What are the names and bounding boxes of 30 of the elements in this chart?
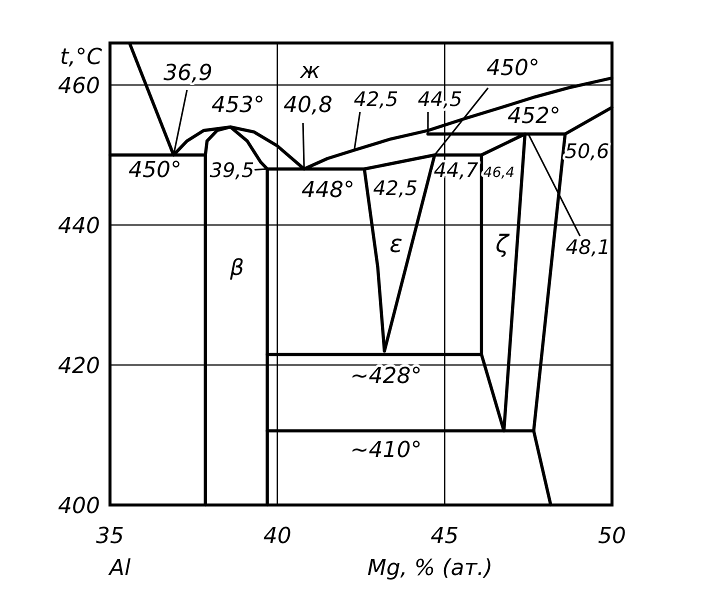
annotation: ~428° xyxy=(350,364,422,389)
annotation: 448° xyxy=(302,178,354,203)
y-tick-label: 420 xyxy=(58,354,100,379)
annotation: 36,9 xyxy=(164,61,212,86)
annotation: ζ xyxy=(494,230,510,258)
annotation: 50,6 xyxy=(564,139,610,163)
x-axis-title: Mg, % (ат.) xyxy=(367,556,493,581)
annotation: 42,5 xyxy=(373,176,418,200)
text: Al xyxy=(107,556,131,581)
x-tick-label: 40 xyxy=(263,524,292,549)
annotation: 48,1 xyxy=(566,235,610,259)
y-tick-label: 460 xyxy=(58,74,100,99)
annotation: 39,5 xyxy=(210,158,254,182)
annotation: β xyxy=(228,256,244,281)
y-axis-title: t,°C xyxy=(60,45,103,70)
annotation: ~410° xyxy=(350,438,422,463)
y-tick-label: 400 xyxy=(58,494,100,519)
annotation: ε xyxy=(390,230,403,258)
annotation: 453° xyxy=(212,93,264,118)
annotation: 40,8 xyxy=(284,93,332,118)
annotation: 452° xyxy=(508,104,560,129)
x-tick-label: 35 xyxy=(96,524,124,549)
annotation: 42,5 xyxy=(354,87,398,111)
annotation: 450° xyxy=(128,158,182,183)
x-tick-label: 50 xyxy=(598,524,626,549)
y-tick-label: 440 xyxy=(58,214,100,239)
annotation: 46,4 xyxy=(483,165,515,181)
annotation: 450° xyxy=(486,56,540,81)
x-tick-label: 45 xyxy=(430,524,459,549)
annotation: ж xyxy=(299,59,320,84)
